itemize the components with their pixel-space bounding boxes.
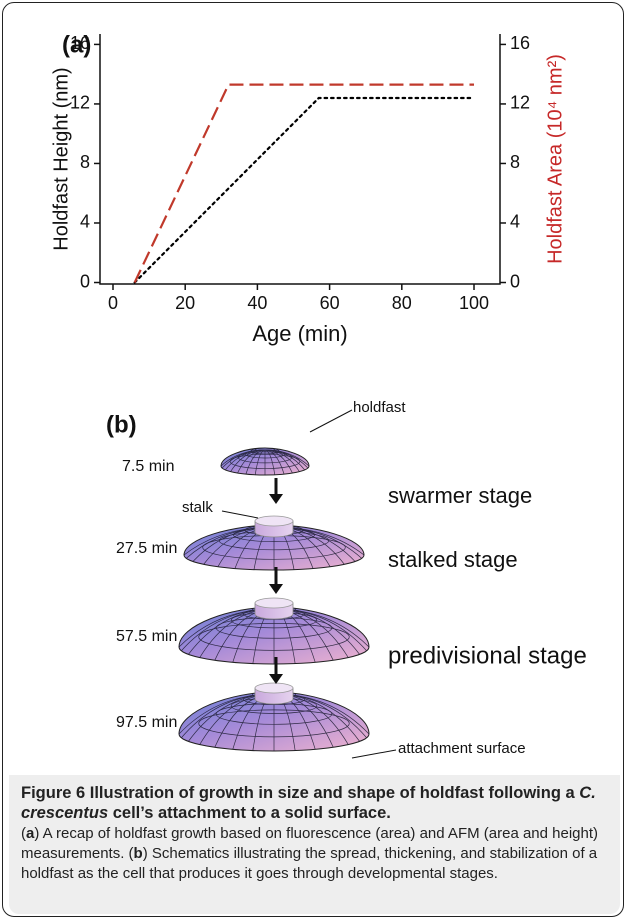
x-tick-label: 40 (247, 293, 267, 313)
stalk-top (254, 515, 294, 527)
dome-meridian (264, 449, 285, 475)
dome-meridian (264, 449, 276, 475)
caption-text: Figure 6 Illustration of growth in size … (21, 784, 580, 802)
axis-frame (99, 34, 501, 285)
callout: stalk (182, 499, 213, 516)
y-tick-label: 0 (80, 271, 90, 291)
x-tick-label: 80 (392, 293, 412, 313)
data-line (133, 83, 475, 283)
leader-line (221, 510, 259, 519)
caption-text: ( (21, 825, 26, 842)
callout: holdfast (353, 399, 406, 416)
caption-species: C. crescentus (21, 784, 596, 822)
x-tick-label: 0 (108, 293, 118, 313)
y-tick-label: 16 (70, 33, 90, 53)
caption-panel-ref: a (26, 825, 35, 842)
y-tick-label: 4 (80, 212, 90, 232)
stage-label: swarmer stage (388, 483, 532, 508)
y-tick-label: 12 (70, 93, 90, 113)
caption-body: (a) A recap of holdfast growth based on … (21, 824, 608, 884)
y2-tick-label: 8 (510, 152, 520, 172)
y2-tick-label: 4 (510, 212, 520, 232)
y2-tick-label: 12 (510, 93, 530, 113)
arrow-head (269, 674, 283, 684)
caption-title: Figure 6 Illustration of growth in size … (21, 783, 608, 823)
time-label: 97.5 min (116, 714, 177, 731)
y2-tick-label: 0 (510, 271, 520, 291)
arrow-head (269, 584, 283, 594)
dome-meridian (221, 449, 266, 467)
x-tick-label: 60 (320, 293, 340, 313)
caption-text: ) Schematics illustrating the spread, th… (21, 845, 598, 882)
chart: (a) Age (min) Holdfast Height (nm) Holdf… (50, 31, 587, 759)
arrow-head (269, 494, 283, 504)
y2-tick-label: 16 (510, 33, 530, 53)
time-label: 27.5 min (116, 540, 177, 557)
x-tick-label: 20 (175, 293, 195, 313)
caption-text: cell’s attachment to a solid surface. (108, 804, 391, 822)
leader-line (309, 409, 353, 433)
caption-text: ) A recap of holdfast growth based on fl… (21, 825, 599, 862)
time-label: 57.5 min (116, 628, 177, 645)
panel-label: (b) (106, 411, 137, 438)
caption: Figure 6 Illustration of growth in size … (9, 775, 620, 914)
caption-panel-ref: b (133, 845, 143, 862)
stage-label: predivisional stage (388, 642, 587, 669)
y-axis-label: Holdfast Height (nm) (50, 67, 72, 250)
stalk-top (254, 682, 294, 694)
x-axis-label: Age (min) (252, 321, 347, 346)
callout: attachment surface (398, 740, 526, 757)
leader-line (351, 749, 397, 759)
x-tick-label: 100 (459, 293, 489, 313)
panel-label: (a) (62, 31, 91, 58)
data-line (133, 96, 476, 284)
dome-grid (221, 448, 309, 475)
schematic (178, 447, 370, 752)
stalk-top (254, 597, 294, 609)
stage-label: stalked stage (388, 547, 518, 572)
y2-axis-label: Holdfast Area (10⁴ nm²) (544, 54, 566, 264)
time-label: 7.5 min (122, 458, 174, 475)
y-tick-label: 8 (80, 152, 90, 172)
